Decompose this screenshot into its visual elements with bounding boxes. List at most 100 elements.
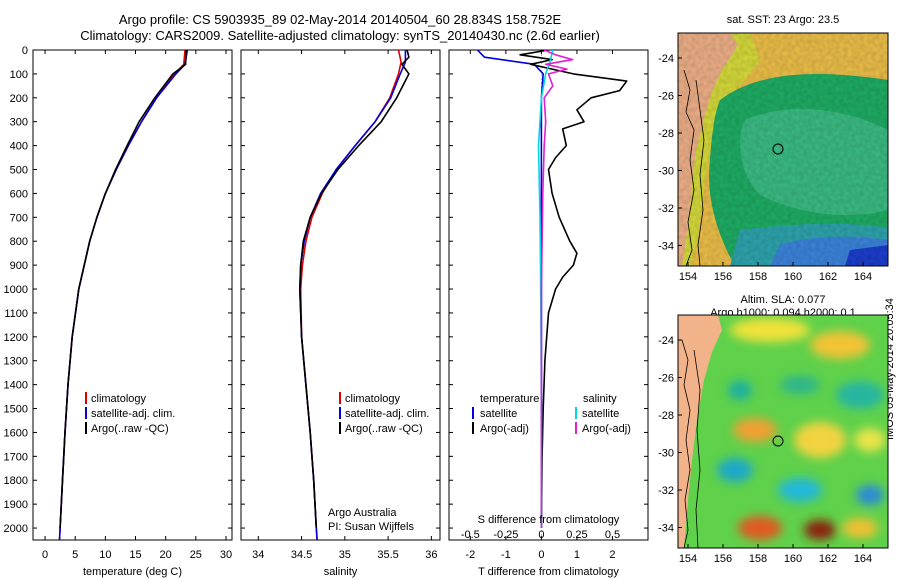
x-tick-label: 20 [160, 549, 172, 561]
sla-map: -24 -26 -28 -30 -32 -34 154 156 158 160 162 164 [658, 314, 889, 565]
map-lat-label: -30 [658, 448, 674, 460]
x-tick-label: 30 [220, 549, 232, 561]
s-difference-tick-label: 0.5 [605, 529, 620, 541]
s-difference-tick-label: -0.25 [493, 529, 518, 541]
map-lat-label: -28 [658, 410, 674, 422]
sla-blob [717, 458, 753, 482]
sla-blob [842, 518, 878, 538]
legend-temp-argo-label: Argo(-adj) [480, 423, 529, 435]
legend-argo-label: Argo(..raw -QC) [345, 423, 423, 435]
sla-blob [780, 376, 820, 394]
y-tick-label: 500 [10, 165, 28, 177]
y-tick-label: 1200 [4, 332, 28, 344]
y-tick-label: 1000 [4, 284, 28, 296]
x-tick-label: 35 [339, 549, 351, 561]
sst-map: -24 -26 -28 -30 -32 -34 154 156 158 160 162 164 [658, 32, 889, 283]
sst-map-frame [677, 32, 889, 267]
y-tick-label: 0 [22, 45, 28, 57]
sla-blob [794, 422, 846, 458]
sla-blob [733, 418, 777, 442]
sla-isobath [693, 349, 701, 548]
y-tick-label: 600 [10, 188, 28, 200]
difference-plot-frame [448, 49, 649, 541]
sla-blob [730, 318, 810, 342]
x-tick-label: 10 [99, 549, 111, 561]
map-lon-label: 158 [749, 271, 767, 283]
map-lat-label: -30 [658, 166, 674, 178]
difference-plot [476, 50, 628, 540]
y-tick-label: 1900 [4, 499, 28, 511]
s-difference-label: S difference from climatology [478, 514, 620, 526]
sla-coastline [681, 339, 691, 548]
map-lat-label: -32 [658, 203, 674, 215]
series-line-argo-raw-qc- [298, 50, 410, 529]
legend-satellite-label: satellite-adj. clim. [91, 408, 175, 420]
legend-argo-label: Argo(..raw -QC) [91, 423, 169, 435]
series-line-argo-raw-qc- [59, 50, 187, 529]
annotation-pi: PI: Susan Wijffels [328, 521, 414, 533]
s-difference-tick-label: 0.25 [566, 529, 587, 541]
temperature-plot-frame [32, 49, 233, 541]
map-lat-label: -34 [658, 523, 674, 535]
series-line-salinity-argo-adj- [540, 50, 574, 528]
x-tick-label: 1 [574, 549, 580, 561]
salinity-legend: climatology satellite-adj. clim. Argo(..… [328, 392, 429, 533]
x-tick-label: 0 [538, 549, 544, 561]
series-line-climatology [299, 50, 402, 540]
map-lat-label: -28 [658, 128, 674, 140]
x-axis-label: salinity [324, 566, 358, 578]
figure-title-line-1: Argo profile: CS 5903935_89 02-May-2014 … [118, 12, 562, 27]
map-lat-label: -26 [658, 373, 674, 385]
sla-map-title-1: Altim. SLA: 0.077 [740, 294, 826, 306]
map-lon-label: 160 [784, 271, 802, 283]
sla-blob [728, 380, 752, 400]
y-tick-label: 2000 [4, 523, 28, 535]
sla-map-ticks: -24 -26 -28 -30 -32 -34 154 156 158 160 162 164 [658, 335, 872, 565]
x-tick-label: 0 [42, 549, 48, 561]
y-tick-label: 300 [10, 117, 28, 129]
s-difference-tick-label: -0.5 [461, 529, 480, 541]
sst-float-marker [772, 143, 784, 155]
map-lon-label: 156 [714, 271, 732, 283]
legend-climatology-label: climatology [91, 393, 147, 405]
sla-blob [854, 428, 886, 452]
y-tick-label: 1800 [4, 475, 28, 487]
legend-group-temperature: temperature [480, 393, 539, 405]
y-tick-label: 400 [10, 141, 28, 153]
y-tick-label: 100 [10, 69, 28, 81]
sla-land [678, 315, 722, 548]
series-line-temperature-argo-adj- [519, 50, 628, 529]
sst-map-title: sat. SST: 23 Argo: 23.5 [726, 14, 840, 26]
map-lon-label: 154 [679, 271, 697, 283]
sla-blob [810, 331, 870, 359]
sst-map-ticks: -24 -26 -28 -30 -32 -34 154 156 158 160 162 164 [658, 53, 872, 283]
sla-blob [804, 520, 836, 540]
y-tick-label: 200 [10, 93, 28, 105]
map-lon-label: 162 [819, 271, 837, 283]
x-tick-label: -1 [501, 549, 511, 561]
sla-blob [778, 478, 822, 502]
map-lon-label: 162 [819, 553, 837, 565]
x-tick-label: 15 [129, 549, 141, 561]
sla-blob [856, 485, 884, 505]
depth-axis: 0 100 200 300 400 500 600 700 800 900 1000 1100 1200… [4, 45, 648, 535]
temperature-plot [58, 50, 189, 540]
sla-float-marker [772, 435, 784, 447]
map-lon-label: 164 [854, 553, 872, 565]
salinity-plot [298, 50, 410, 540]
temperature-legend: climatology satellite-adj. clim. Argo(..… [85, 392, 175, 435]
y-tick-label: 1500 [4, 404, 28, 416]
x-tick-label: 5 [72, 549, 78, 561]
x-tick-label: 25 [190, 549, 202, 561]
map-lon-label: 160 [784, 553, 802, 565]
x-axis-label: temperature (deg C) [83, 566, 182, 578]
legend-sal-argo-label: Argo(-adj) [582, 423, 631, 435]
map-lat-label: -24 [658, 335, 674, 347]
legend-satellite-label: satellite-adj. clim. [345, 408, 429, 420]
y-tick-label: 800 [10, 236, 28, 248]
y-tick-label: 700 [10, 212, 28, 224]
legend-temp-satellite-label: satellite [480, 408, 517, 420]
difference-legend: temperature salinity satellite Argo(-adj… [472, 393, 631, 435]
